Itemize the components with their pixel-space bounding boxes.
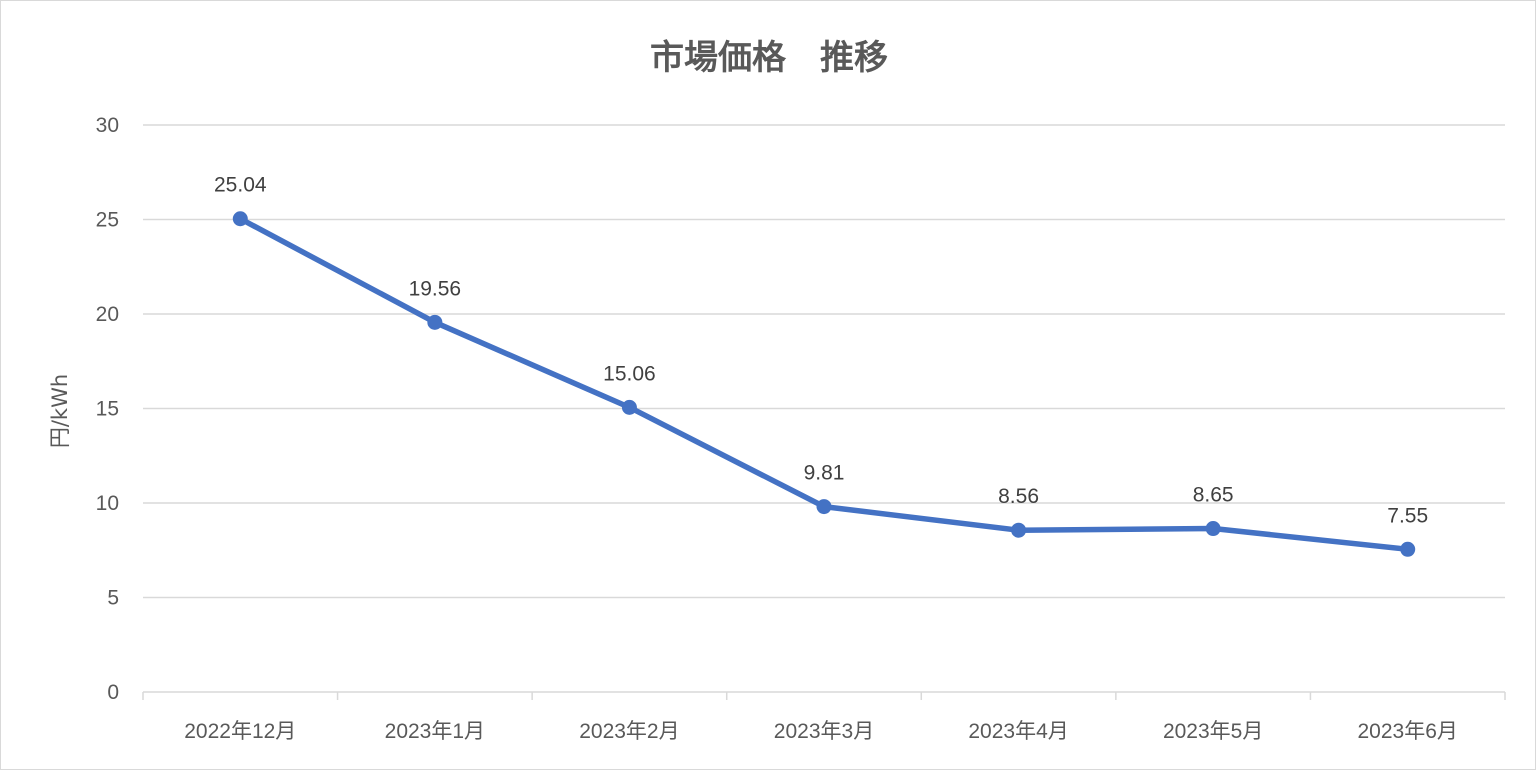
series (232, 211, 1416, 557)
chart-title: 市場価格 推移 (650, 38, 888, 78)
x-tick-label: 2023年4月 (968, 720, 1068, 743)
data-point (427, 314, 443, 330)
data-labels: 25.04 19.56 15.06 9.81 8.56 8.65 7.55 (214, 174, 1428, 528)
data-point (232, 211, 248, 227)
y-tick-label: 30 (96, 114, 119, 137)
data-label: 15.06 (603, 362, 656, 385)
y-tick-label: 5 (107, 587, 119, 610)
data-point (816, 499, 832, 515)
x-tick-label: 2023年2月 (579, 720, 679, 743)
gridlines (143, 124, 1505, 599)
y-tick-label: 15 (96, 398, 119, 421)
x-tick-label: 2022年12月 (184, 720, 296, 743)
x-tick-label: 2023年3月 (774, 720, 874, 743)
y-axis-label: 円/kWh (48, 374, 72, 448)
x-axis-ticks: 2022年12月 2023年1月 2023年2月 2023年3月 2023年4月 2023… (184, 720, 1458, 743)
data-label: 7.55 (1387, 504, 1428, 527)
y-tick-label: 10 (96, 492, 119, 515)
data-label: 8.65 (1193, 484, 1234, 507)
y-axis-ticks: 0 5 10 15 20 25 30 (96, 114, 119, 704)
data-label: 19.56 (409, 277, 462, 300)
x-tick-label: 2023年6月 (1358, 720, 1458, 743)
data-label: 8.56 (998, 485, 1039, 508)
x-tick-label: 2023年1月 (385, 720, 485, 743)
y-tick-label: 25 (96, 209, 119, 232)
data-point (1011, 522, 1027, 538)
data-point (1205, 521, 1221, 537)
data-label: 9.81 (804, 462, 845, 485)
data-point (621, 399, 637, 415)
y-tick-label: 0 (107, 681, 119, 704)
y-tick-label: 20 (96, 303, 119, 326)
x-tick-label: 2023年5月 (1163, 720, 1263, 743)
x-axis (142, 691, 1506, 700)
data-point (1400, 541, 1416, 557)
data-label: 25.04 (214, 174, 267, 197)
